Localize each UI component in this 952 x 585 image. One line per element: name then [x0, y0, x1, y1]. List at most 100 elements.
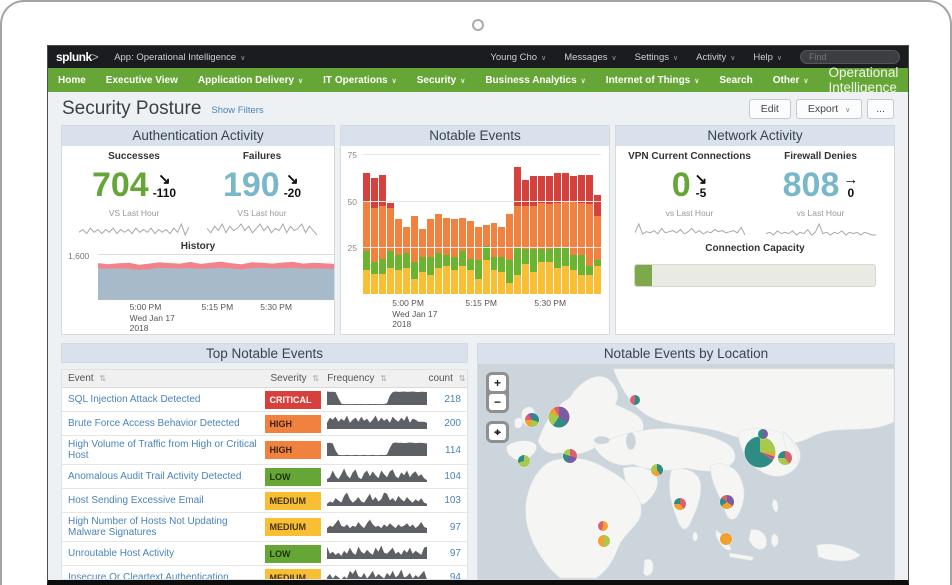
nav-item-search[interactable]: Search: [719, 74, 753, 86]
stacked-bar[interactable]: [402, 226, 410, 294]
column-header-count[interactable]: count ⇅: [422, 370, 467, 388]
stacked-bar[interactable]: [466, 221, 474, 294]
stacked-bar[interactable]: [498, 226, 506, 294]
sparkline-successes: [70, 221, 198, 237]
locate-icon[interactable]: ⌖: [489, 424, 506, 440]
map-pie-marker[interactable]: [597, 520, 608, 531]
event-link[interactable]: Unroutable Host Activity: [68, 548, 175, 559]
stacked-bar[interactable]: [514, 167, 522, 294]
nav-item-other[interactable]: Other ∨: [772, 74, 809, 86]
topbar-menu[interactable]: Young Cho ∨: [490, 51, 547, 63]
stacked-bar[interactable]: [378, 174, 386, 294]
nav-item-business-analytics[interactable]: Business Analytics ∨: [485, 74, 586, 86]
map-body[interactable]: + − ⌖: [478, 364, 894, 579]
map-pie-marker[interactable]: [548, 406, 570, 428]
dashboard-header: Security Posture Show Filters Edit Expor…: [48, 92, 908, 125]
history-chart-wrap: 1,600 5:00 PM Wed Jan 17 2018 5:15 PM 5:30 P…: [68, 251, 334, 333]
nav-item-security[interactable]: Security ∨: [416, 74, 466, 86]
map-pie-marker[interactable]: [517, 455, 530, 468]
stacked-bar[interactable]: [363, 172, 370, 294]
frequency-sparkline: [327, 492, 428, 506]
stacked-bar[interactable]: [586, 174, 594, 294]
map-pie-marker[interactable]: [629, 394, 640, 405]
zoom-out-button[interactable]: −: [489, 394, 506, 410]
more-button[interactable]: ...: [867, 98, 894, 119]
topbar-menu[interactable]: Settings ∨: [634, 51, 679, 63]
stacked-bar[interactable]: [458, 217, 466, 294]
stacked-bar[interactable]: [506, 213, 514, 294]
zoom-in-button[interactable]: +: [489, 375, 506, 391]
stacked-bar[interactable]: [370, 178, 378, 294]
sort-icon[interactable]: ⇅: [458, 374, 466, 383]
stacked-bar[interactable]: [386, 202, 394, 294]
find-input[interactable]: [800, 50, 900, 64]
nav-item-it-operations[interactable]: IT Operations ∨: [323, 74, 397, 86]
nav-item-home[interactable]: Home: [58, 74, 86, 86]
stacked-bar[interactable]: [434, 213, 442, 294]
map-pie-marker[interactable]: [720, 532, 733, 545]
map-pie-marker[interactable]: [673, 497, 686, 510]
stacked-bar[interactable]: [482, 225, 490, 294]
history-chart[interactable]: [98, 254, 334, 300]
sort-icon[interactable]: ⇅: [380, 374, 387, 383]
event-link[interactable]: Brute Force Access Behavior Detected: [68, 418, 240, 429]
export-button[interactable]: Export ∨: [795, 98, 863, 119]
column-header-severity[interactable]: Severity ⇅: [264, 370, 322, 388]
stacked-bar[interactable]: [474, 226, 482, 294]
stacked-bar[interactable]: [522, 180, 530, 294]
stacked-bar[interactable]: [554, 172, 562, 294]
event-link[interactable]: SQL Injection Attack Detected: [68, 394, 201, 405]
severity-cell: LOW: [264, 541, 322, 566]
nav-item-executive-view[interactable]: Executive View: [105, 74, 178, 86]
map-pie-marker[interactable]: [563, 448, 578, 463]
map-pie-marker[interactable]: [744, 436, 776, 468]
event-cell: High Number of Hosts Not Updating Malwar…: [62, 512, 265, 542]
map-pie-marker[interactable]: [598, 534, 611, 547]
event-link[interactable]: Anomalous Audit Trail Activity Detected: [68, 471, 242, 482]
splunk-logo[interactable]: splunk>: [56, 50, 99, 64]
kpi-vpn-connections: VPN Current Connections 0 ↘ -5 vs Last Ho…: [624, 151, 755, 237]
topbar-menu[interactable]: Messages ∨: [564, 51, 617, 63]
event-link[interactable]: High Volume of Traffic from High or Crit…: [68, 439, 257, 461]
stacked-bar[interactable]: [410, 215, 418, 294]
trend-down-icon: ↘: [286, 170, 299, 188]
column-header-frequency[interactable]: Frequency ⇅: [321, 370, 423, 388]
stacked-bar[interactable]: [538, 176, 546, 294]
stacked-bar[interactable]: [450, 219, 458, 294]
topbar-menu[interactable]: Activity ∨: [696, 51, 736, 63]
stacked-bar[interactable]: [394, 219, 402, 294]
stacked-bar[interactable]: [530, 176, 538, 294]
event-link[interactable]: Host Sending Excessive Email: [68, 495, 204, 506]
stacked-bar[interactable]: [594, 195, 602, 294]
stacked-bar[interactable]: [442, 217, 450, 294]
event-link[interactable]: Insecure Or Cleartext Authentication: [68, 572, 229, 580]
stacked-bar[interactable]: [570, 176, 578, 294]
stacked-bar[interactable]: [546, 176, 554, 294]
stacked-bar[interactable]: [562, 172, 570, 294]
nav-item-application-delivery[interactable]: Application Delivery ∨: [197, 74, 304, 86]
event-link[interactable]: High Number of Hosts Not Updating Malwar…: [68, 516, 228, 538]
gridline: [363, 247, 601, 249]
chevron-down-icon: ∨: [803, 77, 809, 85]
app-menu[interactable]: App: Operational Intelligence ∨: [114, 51, 246, 63]
map-pie-marker[interactable]: [720, 494, 735, 509]
stacked-bar[interactable]: [418, 228, 426, 294]
column-header-event[interactable]: Event ⇅: [62, 370, 265, 388]
map-pie-marker[interactable]: [651, 463, 664, 476]
nav-item-internet-of-things[interactable]: Internet of Things ∨: [605, 74, 700, 86]
stacked-bar[interactable]: [578, 174, 586, 294]
show-filters-link[interactable]: Show Filters: [211, 105, 264, 116]
history-ymax-label: 1,600: [68, 251, 90, 261]
topbar-menu[interactable]: Help ∨: [753, 51, 782, 63]
kpi-label: Firewall Denies: [784, 151, 857, 162]
map-pie-marker[interactable]: [758, 429, 769, 440]
sort-icon[interactable]: ⇅: [312, 374, 320, 383]
map-pie-marker[interactable]: [524, 412, 539, 427]
count-cell: 114: [422, 435, 467, 465]
map-pie-marker[interactable]: [778, 451, 792, 466]
sort-icon[interactable]: ⇅: [99, 374, 107, 383]
edit-button[interactable]: Edit: [748, 98, 791, 119]
table-body-wrap: Event ⇅ Severity ⇅ Frequency ⇅ count ⇅ SQL …: [61, 369, 468, 580]
stacked-bar[interactable]: [426, 219, 434, 294]
stacked-bar[interactable]: [490, 223, 498, 294]
